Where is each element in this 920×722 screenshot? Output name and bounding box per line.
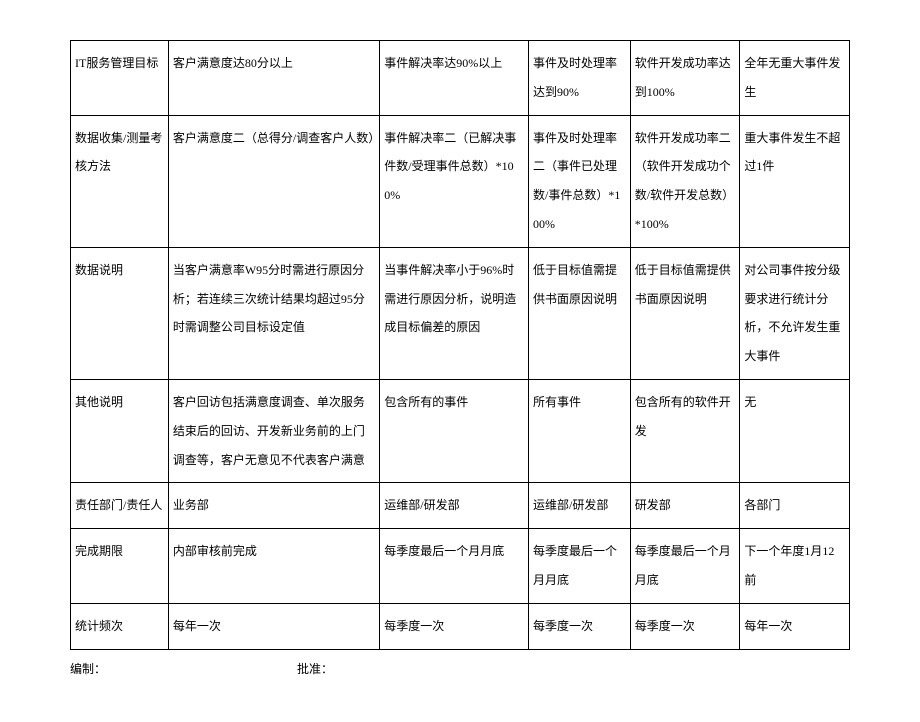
table-row: IT服务管理目标 客户满意度达80分以上 事件解决率达90%以上 事件及时处理率… [71, 41, 850, 116]
cell: 每年一次 [740, 603, 850, 649]
cell: 运维部/研发部 [380, 483, 529, 529]
cell: 全年无重大事件发生 [740, 41, 850, 116]
it-service-table: IT服务管理目标 客户满意度达80分以上 事件解决率达90%以上 事件及时处理率… [70, 40, 850, 650]
cell: 每季度一次 [630, 603, 740, 649]
row-label: 统计频次 [71, 603, 169, 649]
cell: 软件开发成功率达到100% [630, 41, 740, 116]
cell: 每季度一次 [380, 603, 529, 649]
cell: 每季度最后一个月月底 [529, 529, 631, 604]
cell: 每季度一次 [529, 603, 631, 649]
cell: 低于目标值需提供书面原因说明 [529, 247, 631, 379]
prepared-by-label: 编制： [70, 656, 106, 682]
row-label: 数据收集/测量考核方法 [71, 115, 169, 247]
row-label: 数据说明 [71, 247, 169, 379]
table-row: 统计频次 每年一次 每季度一次 每季度一次 每季度一次 每年一次 [71, 603, 850, 649]
table-row: 数据收集/测量考核方法 客户满意度二（总得分/调查客户人数） 事件解决率二（已解… [71, 115, 850, 247]
cell: 事件及时处理率二（事件已处理数/事件总数）*100% [529, 115, 631, 247]
cell: 当客户满意率W95分时需进行原因分析；若连续三次统计结果均超过95分时需调整公司… [168, 247, 379, 379]
cell: 客户满意度二（总得分/调查客户人数） [168, 115, 379, 247]
row-label: IT服务管理目标 [71, 41, 169, 116]
row-label: 责任部门/责任人 [71, 483, 169, 529]
row-label: 完成期限 [71, 529, 169, 604]
cell: 所有事件 [529, 379, 631, 482]
cell: 内部审核前完成 [168, 529, 379, 604]
cell: 客户回访包括满意度调查、单次服务结束后的回访、开发新业务前的上门调查等，客户无意… [168, 379, 379, 482]
cell: 包含所有的事件 [380, 379, 529, 482]
table-row: 其他说明 客户回访包括满意度调查、单次服务结束后的回访、开发新业务前的上门调查等… [71, 379, 850, 482]
cell: 当事件解决率小于96%时需进行原因分析，说明造成目标偏差的原因 [380, 247, 529, 379]
cell: 软件开发成功率二（软件开发成功个数/软件开发总数）*100% [630, 115, 740, 247]
footer-line: 编制： 批准： [70, 656, 850, 682]
cell: 事件解决率二（已解决事件数/受理事件总数）*100% [380, 115, 529, 247]
table-row: 完成期限 内部审核前完成 每季度最后一个月月底 每季度最后一个月月底 每季度最后… [71, 529, 850, 604]
cell: 客户满意度达80分以上 [168, 41, 379, 116]
cell: 对公司事件按分级要求进行统计分析，不允许发生重大事件 [740, 247, 850, 379]
cell: 每年一次 [168, 603, 379, 649]
cell: 研发部 [630, 483, 740, 529]
cell: 每季度最后一个月月底 [380, 529, 529, 604]
cell: 业务部 [168, 483, 379, 529]
table-row: 数据说明 当客户满意率W95分时需进行原因分析；若连续三次统计结果均超过95分时… [71, 247, 850, 379]
cell: 事件及时处理率达到90% [529, 41, 631, 116]
cell: 下一个年度1月12前 [740, 529, 850, 604]
table-row: 责任部门/责任人 业务部 运维部/研发部 运维部/研发部 研发部 各部门 [71, 483, 850, 529]
row-label: 其他说明 [71, 379, 169, 482]
cell: 重大事件发生不超过1件 [740, 115, 850, 247]
table-body: IT服务管理目标 客户满意度达80分以上 事件解决率达90%以上 事件及时处理率… [71, 41, 850, 650]
cell: 运维部/研发部 [529, 483, 631, 529]
cell: 各部门 [740, 483, 850, 529]
cell: 无 [740, 379, 850, 482]
approved-by-label: 批准： [297, 656, 333, 682]
cell: 每季度最后一个月月底 [630, 529, 740, 604]
cell: 包含所有的软件开发 [630, 379, 740, 482]
cell: 事件解决率达90%以上 [380, 41, 529, 116]
cell: 低于目标值需提供书面原因说明 [630, 247, 740, 379]
